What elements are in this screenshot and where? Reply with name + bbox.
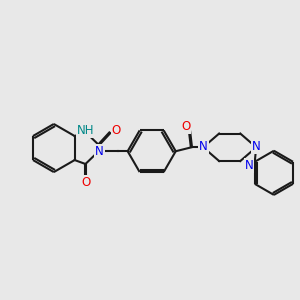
Text: NH: NH	[77, 124, 94, 136]
Text: O: O	[112, 124, 121, 136]
Text: N: N	[244, 159, 253, 172]
Text: O: O	[82, 176, 91, 189]
Text: N: N	[95, 145, 104, 158]
Text: N: N	[199, 140, 208, 153]
Text: N: N	[252, 140, 261, 153]
Text: O: O	[181, 120, 190, 133]
